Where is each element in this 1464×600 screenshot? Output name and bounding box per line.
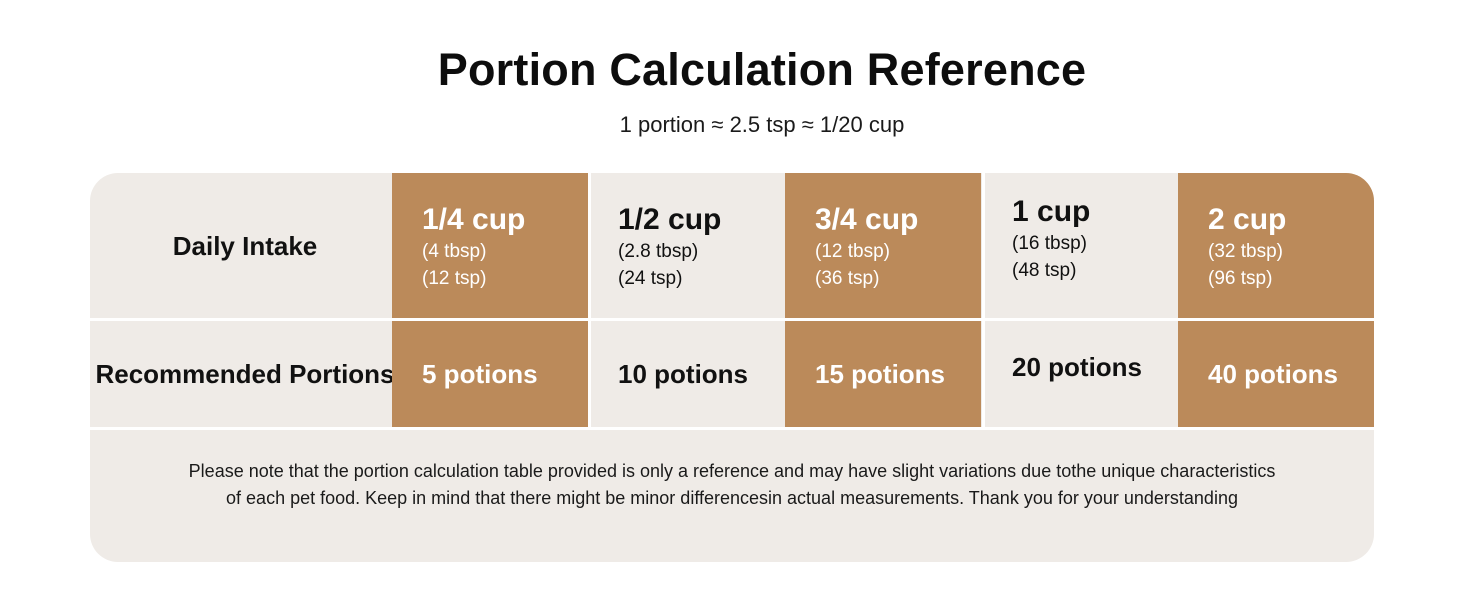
intake-tsp: (48 tsp) [1012, 259, 1077, 281]
page-title: Portion Calculation Reference [437, 44, 1087, 95]
page-subtitle: 1 portion ≈ 2.5 tsp ≈ 1/20 cup [619, 112, 905, 137]
intake-cup: 2 cup [1208, 202, 1287, 236]
disclaimer-text: Please note that the portion calculation… [188, 461, 1276, 508]
intake-cup: 3/4 cup [815, 202, 919, 236]
intake-cell-three-quarter-cup: 3/4 cup (12 tbsp) (36 tsp) [785, 173, 981, 318]
intake-cup: 1 cup [1012, 194, 1091, 228]
portions-cell: 40 potions [1178, 321, 1374, 427]
intake-cup: 1/4 cup [422, 202, 526, 236]
intake-cell-half-cup: 1/2 cup (2.8 tbsp) (24 tsp) [588, 173, 784, 318]
intake-cell-quarter-cup: 1/4 cup (4 tbsp) (12 tsp) [392, 173, 588, 318]
intake-tbsp: (12 tbsp) [815, 240, 890, 262]
column-divider [588, 321, 591, 427]
disclaimer-note: Please note that the portion calculation… [90, 458, 1374, 512]
intake-tsp: (12 tsp) [422, 267, 487, 289]
row-divider [90, 427, 1374, 430]
column-divider [982, 173, 985, 318]
portion-table-card: Daily Intake 1/4 cup (4 tbsp) (12 tsp) 1… [90, 173, 1374, 562]
daily-intake-label: Daily Intake [172, 230, 318, 261]
intake-cell-one-cup: 1 cup (16 tbsp) (48 tsp) [982, 173, 1178, 318]
recommended-portions-label: Recommended Portions [95, 359, 395, 389]
intake-cell-two-cup: 2 cup (32 tbsp) (96 tsp) [1178, 173, 1374, 318]
portions-cell: 15 potions [785, 321, 981, 427]
intake-tsp: (36 tsp) [815, 267, 880, 289]
intake-cup: 1/2 cup [618, 202, 722, 236]
recommended-portions-row: Recommended Portions 5 potions 10 potion… [90, 321, 1374, 427]
portions-cell: 20 potions [982, 321, 1178, 427]
intake-tbsp: (2.8 tbsp) [618, 240, 699, 262]
intake-tbsp: (32 tbsp) [1208, 240, 1283, 262]
portions-cell: 5 potions [392, 321, 588, 427]
intake-tsp: (24 tsp) [618, 267, 683, 289]
intake-tsp: (96 tsp) [1208, 267, 1273, 289]
row-divider [90, 318, 1374, 321]
daily-intake-row: Daily Intake 1/4 cup (4 tbsp) (12 tsp) 1… [90, 173, 1374, 318]
column-divider [982, 321, 985, 427]
portions-cell: 10 potions [588, 321, 784, 427]
column-divider [588, 173, 591, 318]
intake-tbsp: (16 tbsp) [1012, 232, 1087, 254]
intake-tbsp: (4 tbsp) [422, 240, 487, 262]
